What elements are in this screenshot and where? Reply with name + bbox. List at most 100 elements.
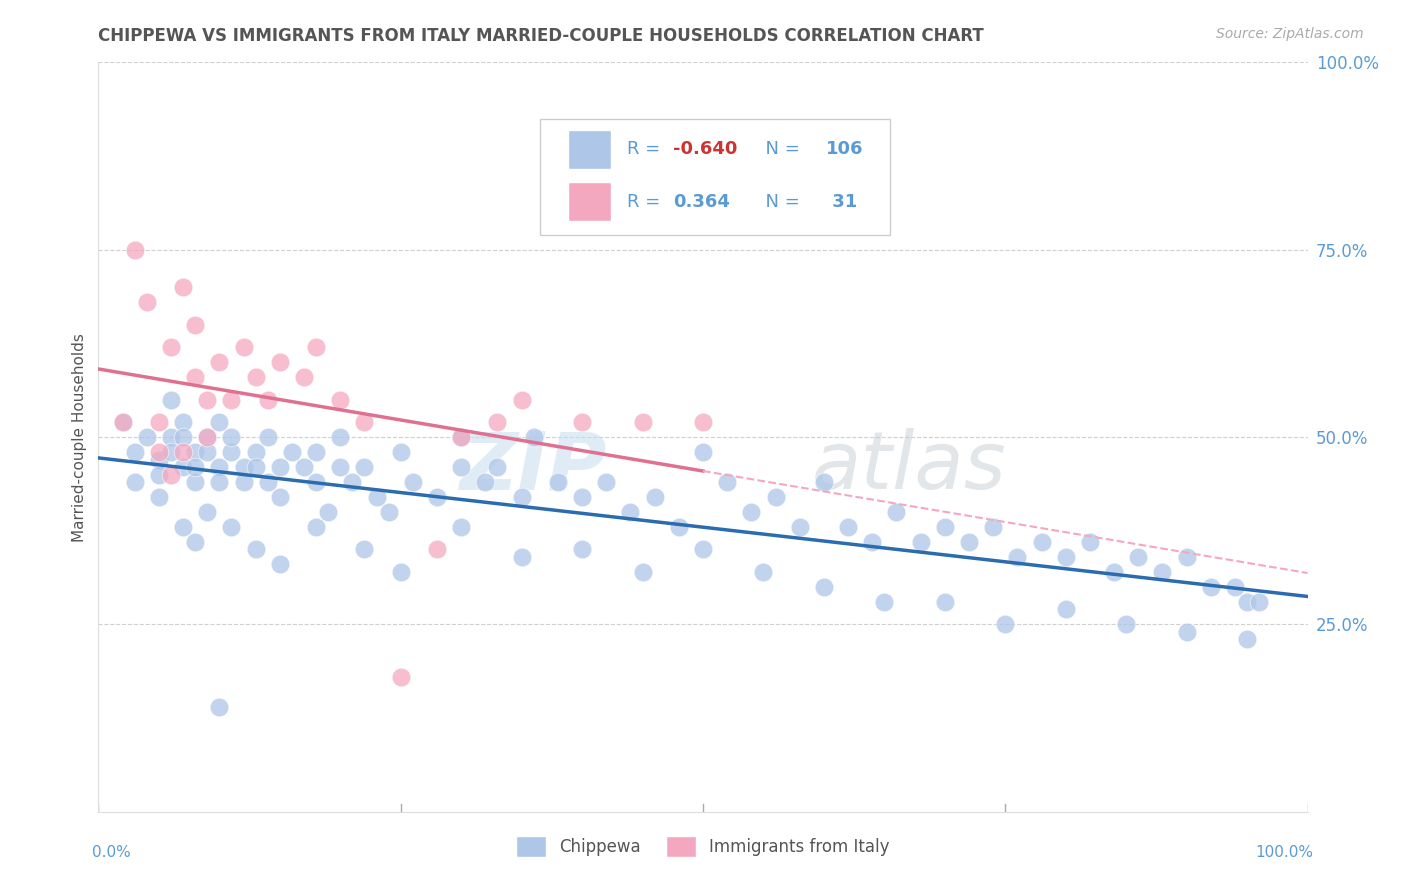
Text: R =: R = xyxy=(627,193,666,211)
Point xyxy=(148,467,170,482)
Point xyxy=(184,445,207,459)
Point xyxy=(256,430,278,444)
Text: CHIPPEWA VS IMMIGRANTS FROM ITALY MARRIED-COUPLE HOUSEHOLDS CORRELATION CHART: CHIPPEWA VS IMMIGRANTS FROM ITALY MARRIE… xyxy=(98,27,984,45)
Point xyxy=(402,475,425,489)
Text: 0.364: 0.364 xyxy=(673,193,730,211)
Point xyxy=(160,467,183,482)
Point xyxy=(1115,617,1137,632)
FancyBboxPatch shape xyxy=(568,130,612,169)
Point xyxy=(426,542,449,557)
Point xyxy=(631,565,654,579)
Point xyxy=(221,430,243,444)
Point xyxy=(813,580,835,594)
Point xyxy=(148,415,170,429)
Point xyxy=(886,505,908,519)
Point xyxy=(631,415,654,429)
Point xyxy=(692,445,714,459)
Point xyxy=(111,415,134,429)
Point xyxy=(571,490,593,504)
Point xyxy=(366,490,388,504)
Point xyxy=(389,565,412,579)
Point xyxy=(510,549,533,564)
Point xyxy=(305,520,328,534)
Point xyxy=(426,490,449,504)
Point xyxy=(160,445,183,459)
Text: 0.0%: 0.0% xyxy=(93,846,131,861)
Point xyxy=(1007,549,1029,564)
Text: N =: N = xyxy=(754,193,806,211)
Point xyxy=(994,617,1017,632)
Point xyxy=(208,475,231,489)
Point xyxy=(329,460,352,475)
Point xyxy=(353,460,375,475)
Point xyxy=(221,520,243,534)
FancyBboxPatch shape xyxy=(568,182,612,221)
Legend: Chippewa, Immigrants from Italy: Chippewa, Immigrants from Italy xyxy=(509,830,897,863)
Point xyxy=(124,475,146,489)
Point xyxy=(195,392,218,407)
Point xyxy=(195,445,218,459)
Point xyxy=(957,535,980,549)
Point xyxy=(184,318,207,332)
FancyBboxPatch shape xyxy=(540,119,890,235)
Point xyxy=(752,565,775,579)
Text: 31: 31 xyxy=(827,193,858,211)
Point xyxy=(148,490,170,504)
Point xyxy=(184,475,207,489)
Point xyxy=(208,699,231,714)
Point xyxy=(1152,565,1174,579)
Point xyxy=(195,430,218,444)
Point xyxy=(1236,595,1258,609)
Text: 106: 106 xyxy=(827,140,863,159)
Point xyxy=(934,520,956,534)
Point xyxy=(160,392,183,407)
Point xyxy=(389,445,412,459)
Point xyxy=(208,415,231,429)
Point xyxy=(860,535,883,549)
Point xyxy=(195,430,218,444)
Point xyxy=(353,542,375,557)
Point xyxy=(910,535,932,549)
Point xyxy=(172,460,194,475)
Point xyxy=(160,340,183,354)
Point xyxy=(172,520,194,534)
Point xyxy=(160,430,183,444)
Point xyxy=(172,430,194,444)
Point xyxy=(873,595,896,609)
Point xyxy=(486,460,509,475)
Point xyxy=(148,445,170,459)
Point xyxy=(1054,602,1077,616)
Point xyxy=(329,430,352,444)
Point xyxy=(172,445,194,459)
Point xyxy=(342,475,364,489)
Point xyxy=(232,475,254,489)
Point xyxy=(184,370,207,384)
Point xyxy=(1102,565,1125,579)
Point xyxy=(450,520,472,534)
Point xyxy=(716,475,738,489)
Point xyxy=(208,355,231,369)
Point xyxy=(124,445,146,459)
Point xyxy=(305,475,328,489)
Point xyxy=(329,392,352,407)
Point xyxy=(148,452,170,467)
Point xyxy=(450,460,472,475)
Point xyxy=(232,460,254,475)
Text: Source: ZipAtlas.com: Source: ZipAtlas.com xyxy=(1216,27,1364,41)
Point xyxy=(571,542,593,557)
Point xyxy=(377,505,399,519)
Point xyxy=(789,520,811,534)
Point xyxy=(510,392,533,407)
Point xyxy=(837,520,859,534)
Point xyxy=(292,370,315,384)
Point xyxy=(232,340,254,354)
Point xyxy=(245,370,267,384)
Point xyxy=(208,460,231,475)
Point xyxy=(245,460,267,475)
Point xyxy=(474,475,496,489)
Text: ZIP: ZIP xyxy=(458,428,606,506)
Point xyxy=(124,243,146,257)
Point xyxy=(305,445,328,459)
Point xyxy=(135,295,157,310)
Point xyxy=(981,520,1004,534)
